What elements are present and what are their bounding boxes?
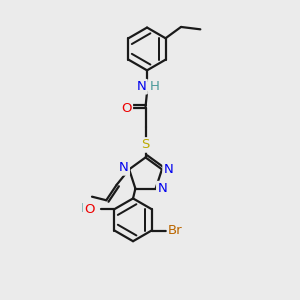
Text: N: N [164,163,173,176]
Text: H: H [149,80,159,93]
Text: N: N [157,182,167,195]
Text: O: O [84,202,94,216]
Text: O: O [121,102,132,115]
Text: Br: Br [168,224,183,237]
Text: N: N [119,161,129,174]
Text: N: N [137,80,147,93]
Text: H: H [80,202,90,215]
Text: S: S [141,138,150,152]
